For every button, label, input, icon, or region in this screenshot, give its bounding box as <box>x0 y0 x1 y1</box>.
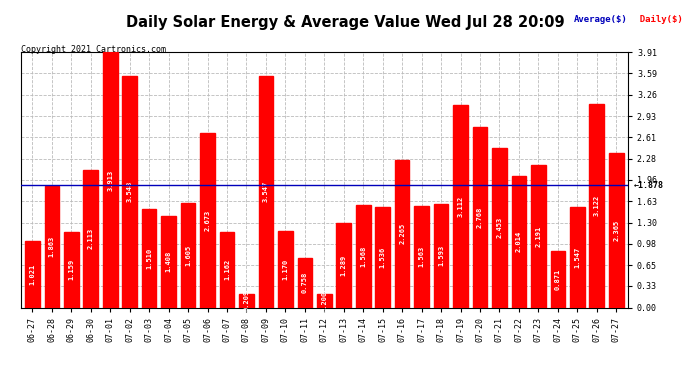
Bar <box>337 224 351 308</box>
Bar <box>278 231 293 308</box>
Bar <box>259 76 273 308</box>
Text: 1.289: 1.289 <box>341 255 347 276</box>
Bar <box>453 105 468 308</box>
Bar <box>551 251 565 308</box>
Bar <box>219 232 235 308</box>
Text: 1.605: 1.605 <box>185 244 191 266</box>
Bar <box>434 204 448 308</box>
Text: 0.871: 0.871 <box>555 268 561 290</box>
Bar <box>142 209 157 308</box>
Text: ←1.878: ←1.878 <box>634 180 664 189</box>
Text: 3.913: 3.913 <box>107 169 113 190</box>
Bar <box>375 207 390 308</box>
Bar <box>414 206 429 308</box>
Bar <box>609 153 624 308</box>
Bar <box>45 186 59 308</box>
Text: 1.159: 1.159 <box>68 259 75 280</box>
Text: 2.673: 2.673 <box>204 210 210 231</box>
Bar <box>239 294 254 307</box>
Bar <box>161 216 176 308</box>
Bar <box>297 258 312 308</box>
Text: 2.265: 2.265 <box>399 223 405 244</box>
Bar <box>122 76 137 308</box>
Text: 0.758: 0.758 <box>302 272 308 293</box>
Text: 2.365: 2.365 <box>613 220 619 241</box>
Text: 1.170: 1.170 <box>282 259 288 280</box>
Text: 3.112: 3.112 <box>457 195 464 217</box>
Text: Daily($): Daily($) <box>629 15 682 24</box>
Bar <box>356 205 371 308</box>
Text: 1.547: 1.547 <box>574 246 580 268</box>
Text: Copyright 2021 Cartronics.com: Copyright 2021 Cartronics.com <box>21 45 166 54</box>
Bar <box>181 203 195 308</box>
Bar <box>473 127 487 308</box>
Text: 1.593: 1.593 <box>438 245 444 266</box>
Bar <box>83 170 98 308</box>
Text: 3.122: 3.122 <box>594 195 600 216</box>
Text: 3.548: 3.548 <box>127 181 132 203</box>
Text: 1.863: 1.863 <box>49 236 55 257</box>
Text: 1.536: 1.536 <box>380 247 386 268</box>
Text: 0.200: 0.200 <box>322 290 327 312</box>
Bar <box>103 52 117 308</box>
Bar <box>492 147 506 308</box>
Bar <box>570 207 584 308</box>
Text: 1.510: 1.510 <box>146 248 152 269</box>
Bar <box>200 133 215 308</box>
Bar <box>64 232 79 308</box>
Text: 1.563: 1.563 <box>419 246 424 267</box>
Text: 1.408: 1.408 <box>166 251 172 272</box>
Text: 2.191: 2.191 <box>535 225 542 247</box>
Bar <box>531 165 546 308</box>
Bar <box>25 241 39 308</box>
Text: Average($): Average($) <box>574 15 628 24</box>
Bar <box>511 176 526 308</box>
Text: 2.453: 2.453 <box>496 217 502 238</box>
Text: Daily Solar Energy & Average Value Wed Jul 28 20:09: Daily Solar Energy & Average Value Wed J… <box>126 15 564 30</box>
Text: 0.209: 0.209 <box>244 290 250 311</box>
Bar <box>589 104 604 308</box>
Text: 2.014: 2.014 <box>516 231 522 252</box>
Text: 2.113: 2.113 <box>88 228 94 249</box>
Text: 1.021: 1.021 <box>30 264 35 285</box>
Bar <box>317 294 332 307</box>
Text: 1.568: 1.568 <box>360 246 366 267</box>
Text: 1.162: 1.162 <box>224 259 230 280</box>
Text: 3.547: 3.547 <box>263 181 269 203</box>
Text: 2.768: 2.768 <box>477 207 483 228</box>
Bar <box>395 160 409 308</box>
